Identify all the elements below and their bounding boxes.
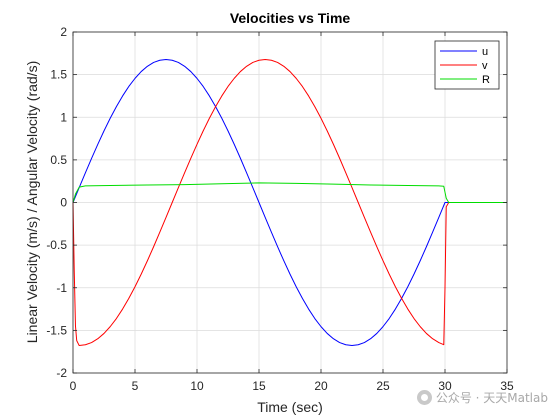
- legend-label-v: v: [482, 60, 488, 72]
- x-tick-label: 20: [314, 379, 328, 393]
- x-tick-label: 15: [252, 379, 266, 393]
- y-axis-title: Linear Velocity (m/s) / Angular Velocity…: [24, 61, 40, 343]
- tick-labels: 0 5 10 15 20 25 30 35 -2 -1.5 -1 -0.5 0 0.5 1 1.5 2: [46, 25, 514, 393]
- legend-label-u: u: [482, 46, 488, 58]
- y-tick-label: 0: [60, 196, 67, 210]
- x-tick-label: 30: [438, 379, 452, 393]
- x-tick-label: 5: [132, 379, 139, 393]
- chart-title: Velocities vs Time: [230, 10, 351, 26]
- y-tick-label: 1: [60, 110, 67, 124]
- y-tick-label: -2: [56, 366, 67, 380]
- x-tick-label: 10: [190, 379, 204, 393]
- y-tick-label: 1.5: [50, 68, 67, 82]
- legend: uvR: [434, 40, 500, 90]
- y-tick-label: -1.5: [46, 323, 67, 337]
- y-tick-label: 2: [60, 25, 67, 39]
- x-axis-title: Time (sec): [257, 399, 323, 415]
- series-line-u: [72, 58, 507, 347]
- series-line-R: [72, 182, 507, 203]
- watermark-text: 公众号 · 天天Matlab: [435, 391, 548, 405]
- legend-label-R: R: [482, 74, 490, 86]
- wechat-icon: [416, 390, 432, 405]
- series-lines: [72, 58, 507, 347]
- watermark: 公众号 · 天天Matlab: [416, 389, 548, 406]
- series-line-v: [72, 58, 507, 347]
- x-tick-label: 35: [500, 379, 514, 393]
- x-tick-label: 25: [376, 379, 390, 393]
- y-tick-label: -0.5: [46, 238, 67, 252]
- y-tick-label: -1: [56, 281, 67, 295]
- y-tick-label: 0.5: [50, 153, 67, 167]
- x-tick-label: 0: [70, 379, 77, 393]
